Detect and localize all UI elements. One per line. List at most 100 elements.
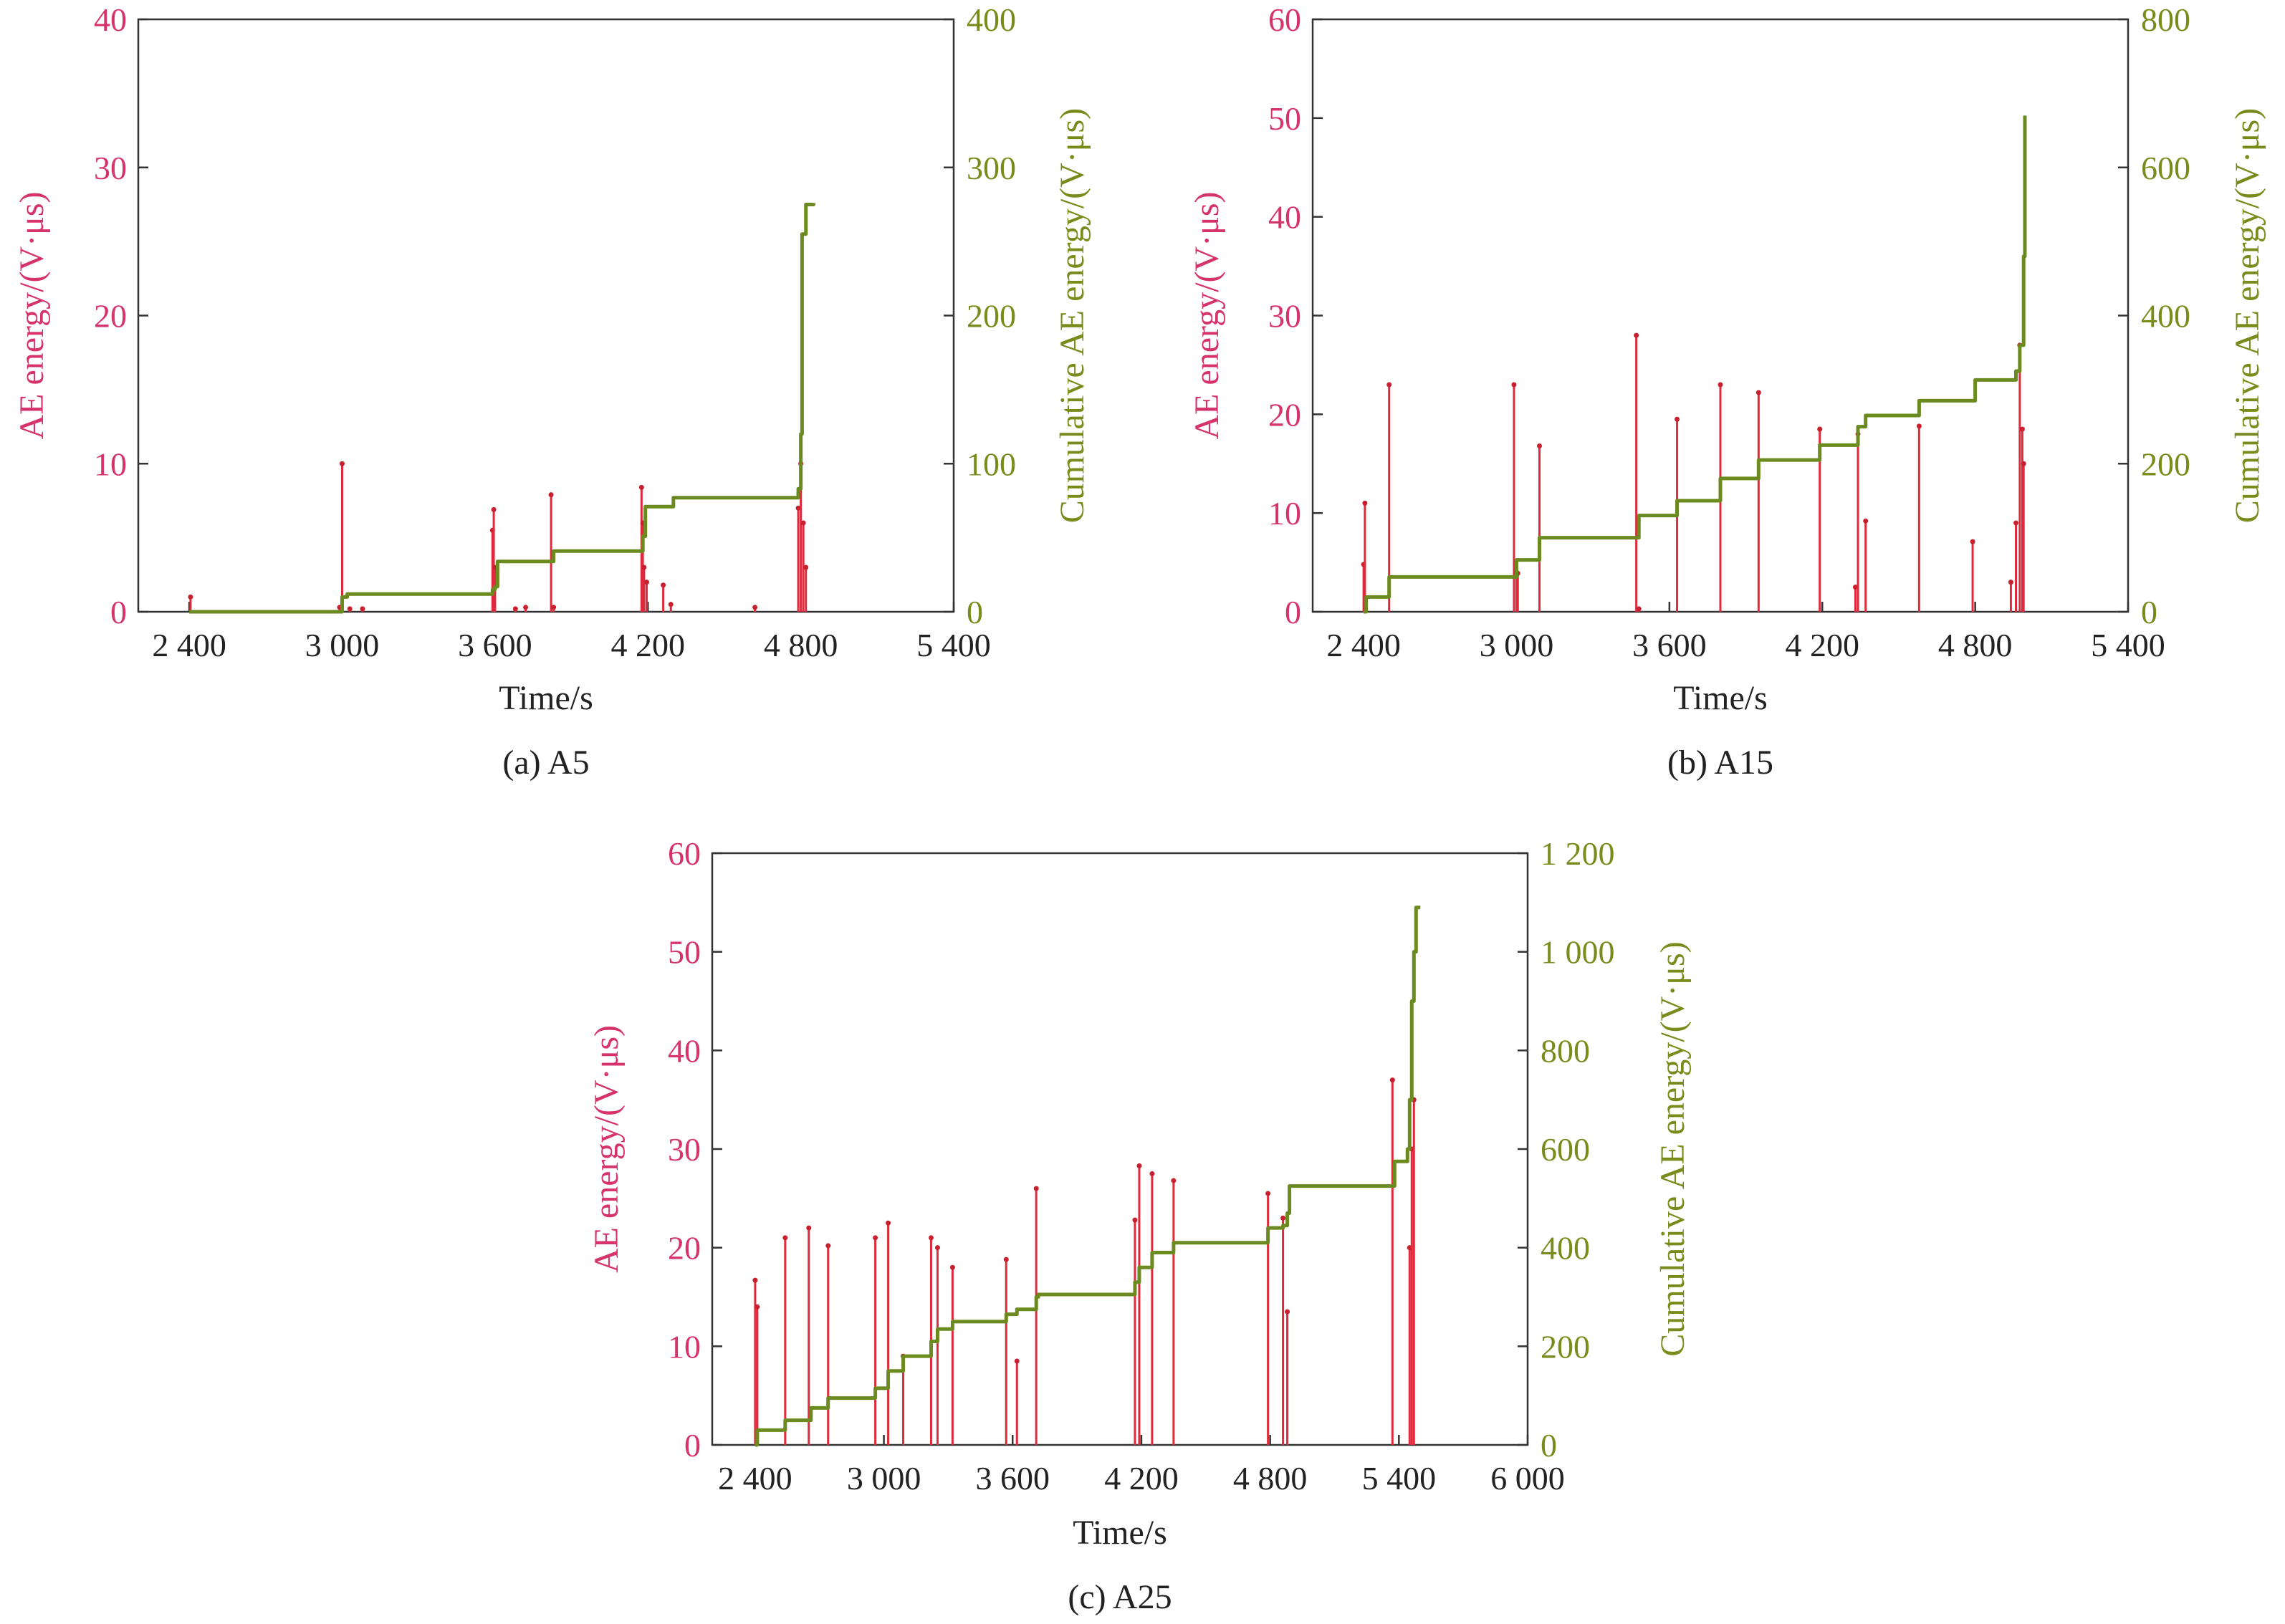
y-left-tick-label: 40 [1268, 199, 1301, 236]
chart-panel-3: 2 400 3 000 3 600 4 200 4 800 5 400 6 00001020… [588, 835, 1692, 1616]
ae-energy-point [1285, 1309, 1290, 1315]
y-right-tick-label: 1 000 [1541, 934, 1615, 971]
y-right-tick-label: 200 [2141, 446, 2190, 482]
y-right-tick-label: 200 [1541, 1328, 1590, 1365]
ae-energy-point [1755, 390, 1761, 395]
ae-energy-point [360, 606, 365, 612]
cumulative-energy-line [189, 202, 815, 614]
y-right-axis-label: Cumulative AE energy/(V·μs) [2228, 108, 2266, 523]
x-tick-label: 2 400 [718, 1460, 792, 1496]
x-tick-label: 3 000 [305, 627, 380, 663]
x-tick-label: 4 800 [764, 627, 838, 663]
y-right-tick-label: 200 [967, 298, 1016, 335]
ae-energy-point [347, 606, 353, 612]
x-tick-label: 3 000 [847, 1460, 921, 1496]
ae-energy-series [1361, 332, 2026, 612]
ae-energy-point [1149, 1171, 1155, 1176]
x-tick-label: 6 000 [1490, 1460, 1565, 1496]
y-right-tick-label: 600 [1541, 1131, 1590, 1168]
ae-energy-point [1265, 1191, 1271, 1196]
panel-caption: (b) A15 [1667, 744, 1773, 782]
ae-energy-point [1852, 585, 1858, 590]
x-tick-label: 4 200 [611, 627, 686, 663]
y-left-tick-label: 0 [1285, 594, 1301, 630]
y-left-tick-label: 60 [1268, 1, 1301, 38]
ae-energy-point [934, 1245, 940, 1251]
y-right-tick-label: 400 [2141, 298, 2190, 335]
ae-energy-point [1636, 606, 1642, 612]
y-left-tick-label: 30 [668, 1131, 701, 1168]
x-tick-label: 3 000 [1480, 627, 1554, 663]
ae-energy-point [803, 564, 809, 570]
ae-energy-series [752, 1077, 1417, 1445]
ae-energy-point [1362, 500, 1368, 506]
ae-energy-point [1386, 382, 1392, 388]
x-axis-label: Time/s [1673, 679, 1768, 717]
panel-caption: (a) A5 [502, 744, 589, 782]
y-left-tick-label: 10 [668, 1328, 701, 1365]
y-left-tick-label: 0 [110, 594, 127, 630]
cumulative-energy-line [1364, 115, 2027, 614]
ae-energy-point [2013, 520, 2019, 526]
y-left-tick-label: 30 [1268, 298, 1301, 335]
y-right-tick-label: 400 [1541, 1230, 1590, 1267]
ae-energy-point [551, 605, 557, 610]
x-tick-label: 4 800 [1233, 1460, 1308, 1496]
ae-energy-point [928, 1235, 934, 1241]
y-right-tick-label: 100 [967, 446, 1016, 482]
y-right-tick-label: 0 [967, 594, 983, 630]
y-right-axis-label: Cumulative AE energy/(V·μs) [1654, 941, 1692, 1356]
chart-panel-2: 2 400 3 000 3 600 4 200 4 800 5 4000102030405… [1188, 1, 2266, 782]
ae-energy-point [643, 580, 649, 585]
y-right-axis-label: Cumulative AE energy/(V·μs) [1053, 108, 1091, 523]
ae-energy-point [2008, 580, 2013, 585]
cumulative-energy-line [755, 905, 1421, 1447]
y-left-tick-label: 10 [94, 446, 127, 482]
ae-energy-point [188, 594, 193, 600]
y-left-tick-label: 20 [668, 1230, 701, 1267]
ae-energy-point [1537, 443, 1543, 448]
y-right-tick-label: 800 [1541, 1032, 1590, 1069]
ae-energy-point [873, 1235, 878, 1241]
x-tick-label: 5 400 [1362, 1460, 1437, 1496]
y-right-tick-label: 800 [2141, 1, 2190, 38]
ae-energy-point [641, 564, 647, 570]
y-left-axis-label: AE energy/(V·μs) [588, 1025, 626, 1273]
ae-energy-point [1817, 426, 1823, 432]
y-left-tick-label: 10 [1268, 495, 1301, 532]
x-tick-label: 2 400 [152, 627, 226, 663]
y-right-tick-label: 600 [2141, 150, 2190, 186]
ae-energy-point [1389, 1077, 1395, 1083]
x-tick-label: 4 200 [1104, 1460, 1179, 1496]
ae-energy-point [1511, 382, 1517, 388]
x-axis-label: Time/s [1073, 1514, 1167, 1552]
x-tick-label: 3 600 [976, 1460, 1050, 1496]
ae-energy-point [1280, 1215, 1286, 1221]
ae-energy-point [1033, 1186, 1039, 1191]
y-left-tick-label: 50 [668, 934, 701, 971]
y-right-tick-label: 300 [967, 150, 1016, 186]
ae-energy-point [752, 605, 758, 610]
x-tick-label: 3 600 [458, 627, 532, 663]
ae-energy-point [668, 602, 674, 607]
ae-energy-point [491, 506, 497, 512]
y-left-tick-label: 60 [668, 835, 701, 872]
ae-energy-point [1916, 423, 1922, 429]
ae-energy-point [1003, 1257, 1009, 1262]
ae-energy-point [638, 484, 644, 490]
panel-caption: (c) A25 [1068, 1578, 1172, 1616]
x-tick-label: 5 400 [916, 627, 991, 663]
x-tick-label: 2 400 [1326, 627, 1401, 663]
x-tick-label: 5 400 [2091, 627, 2165, 663]
x-axis-label: Time/s [499, 679, 593, 717]
ae-energy-point [1675, 416, 1680, 422]
ae-energy-point [2021, 461, 2026, 466]
y-right-tick-label: 400 [967, 1, 1016, 38]
ae-energy-point [2019, 426, 2025, 432]
x-tick-label: 4 200 [1786, 627, 1860, 663]
plot-frame [137, 18, 955, 613]
y-left-tick-label: 40 [94, 1, 127, 38]
y-right-tick-label: 1 200 [1541, 835, 1615, 872]
ae-energy-series [188, 461, 809, 612]
